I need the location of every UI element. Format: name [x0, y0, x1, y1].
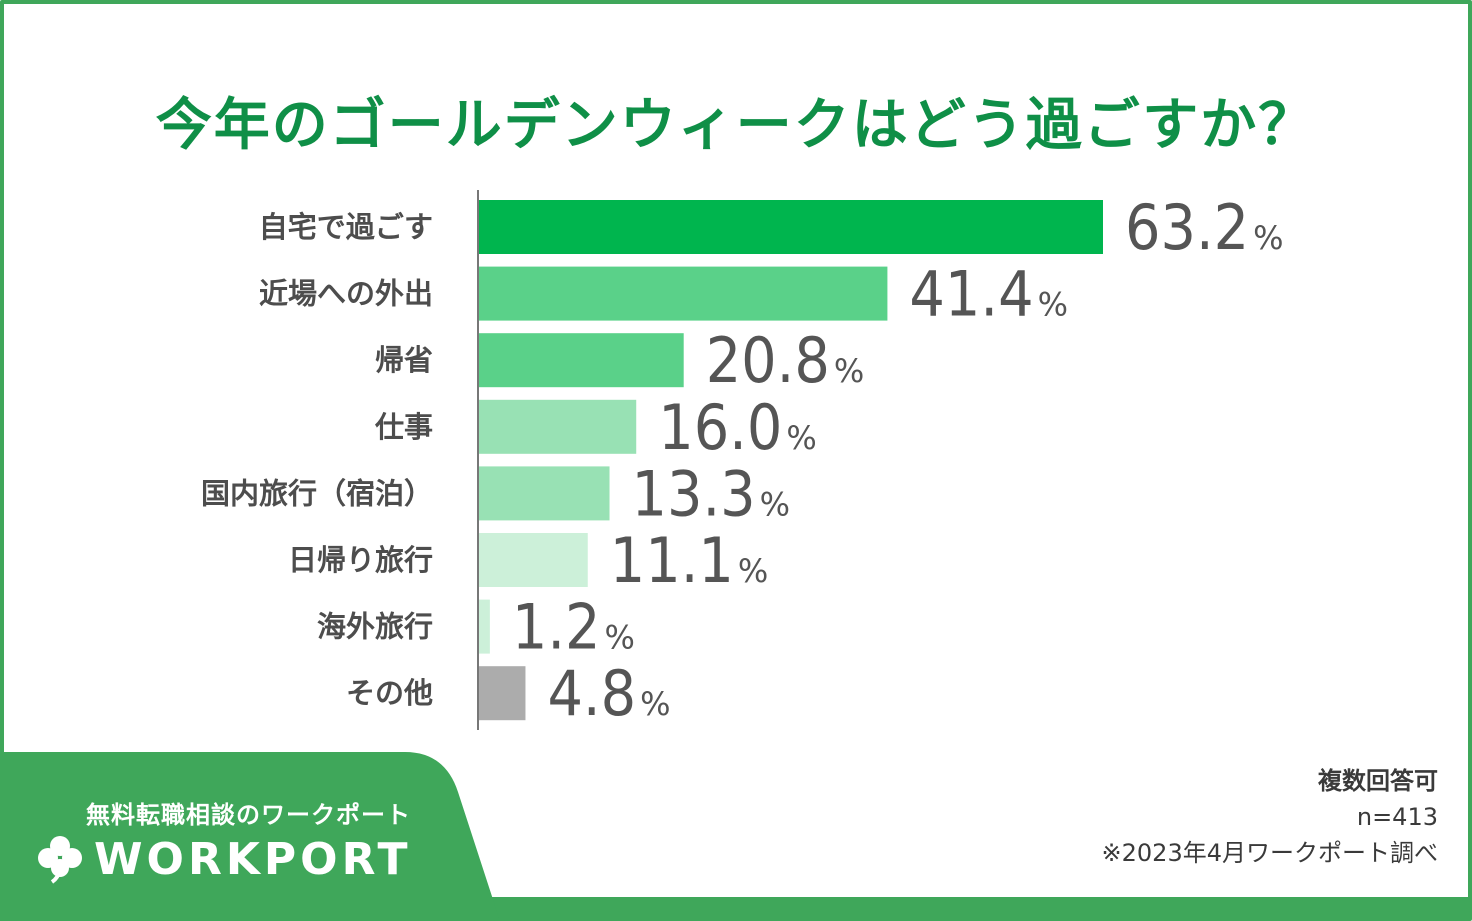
footer-notes: 複数回答可 n=413 ※2023年4月ワークポート調べ: [1102, 763, 1438, 871]
percent-unit: %: [1038, 286, 1068, 324]
value-label: 4.8: [547, 657, 636, 730]
percent-unit: %: [605, 619, 635, 657]
category-label: 帰省: [375, 343, 433, 377]
percent-unit: %: [738, 552, 768, 590]
value-label: 11.1: [610, 524, 734, 597]
value-label: 20.8: [706, 324, 830, 397]
category-label: 仕事: [374, 410, 433, 444]
bar: [478, 399, 637, 454]
chart-title: 今年のゴールデンウィークはどう過ごすか？: [155, 93, 1317, 158]
bar: [478, 666, 526, 721]
bar: [478, 599, 490, 654]
clover-icon: [38, 836, 82, 884]
percent-unit: %: [786, 419, 816, 457]
percent-unit: %: [834, 352, 864, 390]
category-label: 国内旅行（宿泊）: [201, 476, 433, 510]
percent-unit: %: [1253, 219, 1283, 257]
value-label: 41.4: [909, 258, 1033, 331]
category-label: 海外旅行: [317, 610, 433, 644]
bar: [478, 533, 588, 587]
category-label: 日帰り旅行: [288, 543, 433, 577]
category-label: 近場への外出: [259, 277, 433, 311]
value-label: 16.0: [658, 391, 782, 464]
brand-panel: [0, 752, 500, 921]
brand-logo: WORKPORT: [36, 832, 411, 886]
sample-size-note: n=413: [1356, 803, 1438, 831]
category-label: その他: [346, 676, 433, 710]
category-label: 自宅で過ごす: [259, 210, 433, 244]
brand-tagline: 無料転職相談のワークポート: [86, 801, 411, 829]
bar: [478, 200, 1103, 254]
bar: [478, 466, 610, 521]
bar: [478, 333, 684, 388]
value-label: 63.2: [1125, 191, 1249, 264]
value-label: 13.3: [632, 457, 756, 530]
percent-unit: %: [760, 485, 790, 523]
multiple-answer-note: 複数回答可: [1318, 767, 1438, 795]
percent-unit: %: [640, 685, 670, 723]
source-note: ※2023年4月ワークポート調べ: [1101, 839, 1438, 867]
brand-name: WORKPORT: [94, 833, 412, 885]
value-label: 1.2: [512, 591, 601, 664]
bar: [478, 266, 888, 321]
